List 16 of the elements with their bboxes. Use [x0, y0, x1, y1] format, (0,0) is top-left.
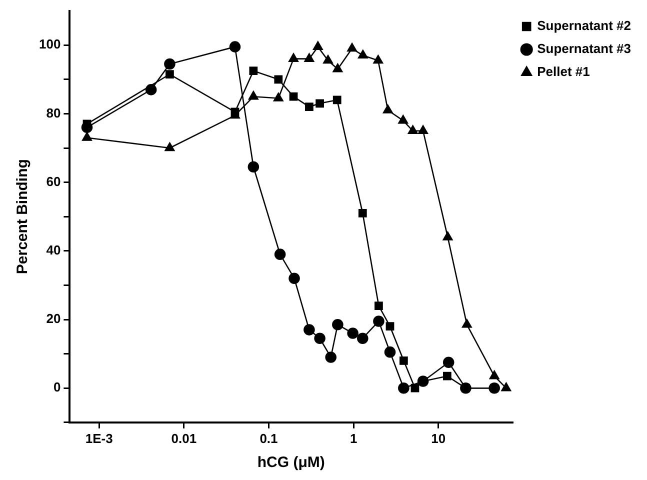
y-axis-title: Percent Binding [14, 159, 32, 274]
y-tick-label: 0 [53, 380, 61, 395]
y-tick-label: 60 [46, 174, 61, 189]
y-tick-label: 80 [46, 105, 61, 120]
legend-label: Supernatant #2 [537, 18, 632, 34]
legend-label: Pellet #1 [537, 64, 590, 80]
y-tick-label: 40 [46, 242, 61, 258]
y-tick-label: 20 [46, 311, 61, 326]
x-tick-label: 0.1 [260, 430, 278, 446]
x-axis-title: hCG (μM) [257, 454, 325, 472]
x-tick-label: 0.01 [171, 430, 197, 446]
legend-label: Supernatant #3 [537, 41, 632, 56]
x-tick-label: 10 [431, 430, 446, 446]
x-tick-label: 1E-3 [85, 430, 113, 446]
x-tick-label: 1 [350, 430, 358, 446]
y-tick-label: 100 [38, 36, 61, 52]
